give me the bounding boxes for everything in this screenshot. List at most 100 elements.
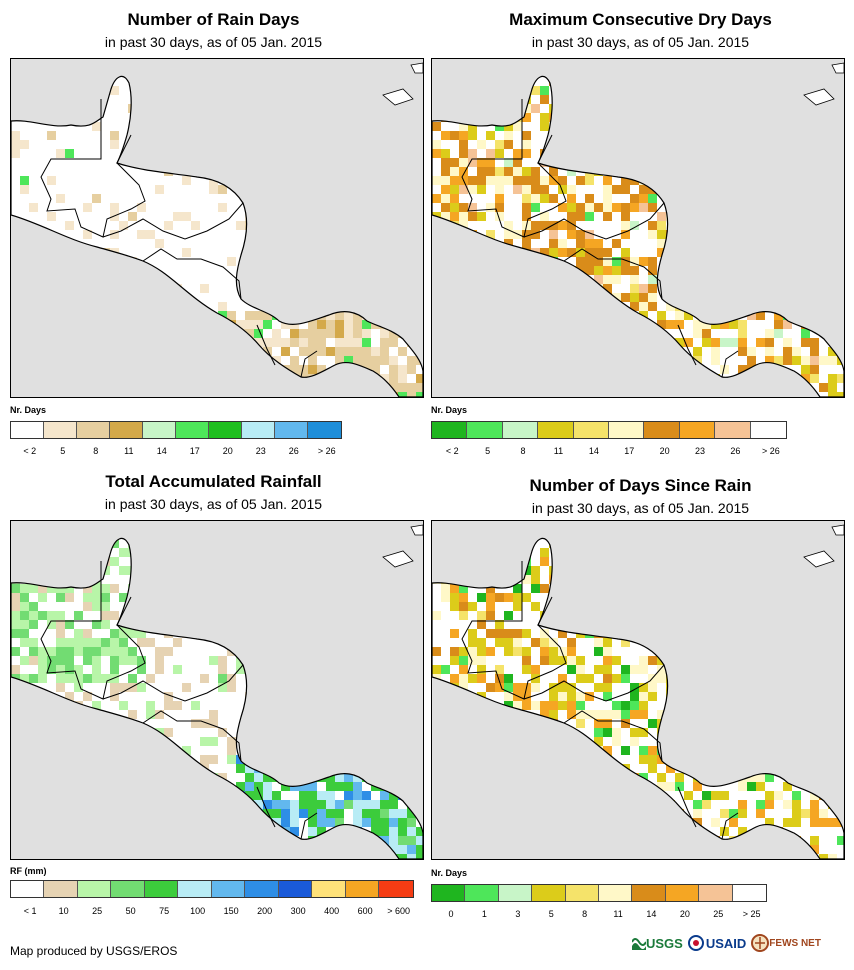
grid-cell <box>486 566 495 575</box>
map-dry-days[interactable] <box>431 58 845 398</box>
grid-cell <box>218 656 227 665</box>
grid-cell <box>146 602 155 611</box>
grid-cell <box>756 86 765 95</box>
grid-cell <box>585 266 594 275</box>
grid-cell <box>398 827 407 836</box>
grid-cell <box>371 773 380 782</box>
grid-cell <box>495 809 504 818</box>
grid-cell <box>299 392 308 397</box>
grid-cell <box>693 836 702 845</box>
grid-cell <box>477 701 486 710</box>
cuba-island-edge <box>831 62 844 74</box>
grid-cell <box>783 392 792 397</box>
grid-cell <box>459 854 468 859</box>
grid-cell <box>441 692 450 701</box>
grid-cell <box>65 665 74 674</box>
grid-cell <box>416 719 423 728</box>
grid-cell <box>398 383 407 392</box>
grid-cell <box>657 674 666 683</box>
grid-cell <box>380 329 389 338</box>
grid-cell <box>720 746 729 755</box>
grid-cell <box>495 845 504 854</box>
grid-cell <box>450 566 459 575</box>
grid-cell <box>828 329 837 338</box>
grid-cell <box>477 77 486 86</box>
grid-cell <box>110 611 119 620</box>
grid-cell <box>765 77 774 86</box>
grid-cell <box>191 701 200 710</box>
grid-cell <box>738 338 747 347</box>
grid-cell <box>774 719 783 728</box>
grid-cell <box>47 665 56 674</box>
grid-cell <box>486 203 495 212</box>
grid-cell <box>245 782 254 791</box>
grid-cell <box>83 629 92 638</box>
grid-cell <box>245 338 254 347</box>
grid-cell <box>693 827 702 836</box>
grid-cell <box>531 221 540 230</box>
grid-cell <box>263 203 272 212</box>
grid-cell <box>317 347 326 356</box>
grid-cell <box>603 818 612 827</box>
grid-cell <box>783 320 792 329</box>
grid-cell <box>200 284 209 293</box>
grid-cell <box>531 845 540 854</box>
grid-cell <box>486 854 495 859</box>
grid-cell <box>684 158 693 167</box>
grid-cell <box>792 266 801 275</box>
grid-cell <box>398 365 407 374</box>
grid-cell <box>567 800 576 809</box>
grid-cell <box>272 755 281 764</box>
grid-cell <box>702 539 711 548</box>
grid-cell <box>173 701 182 710</box>
grid-cell <box>810 176 819 185</box>
grid-cell <box>513 521 522 530</box>
grid-cell <box>756 854 765 859</box>
grid-cell <box>468 365 477 374</box>
legend-bar <box>431 884 767 902</box>
grid-cell <box>272 566 281 575</box>
grid-cell <box>344 239 353 248</box>
grid-cell <box>299 845 308 854</box>
grid-cell <box>594 584 603 593</box>
grid-cell <box>693 710 702 719</box>
grid-cell <box>594 86 603 95</box>
map-rain-days[interactable] <box>10 58 424 398</box>
grid-cell <box>612 392 621 397</box>
country-border <box>102 664 244 702</box>
grid-cell <box>432 809 441 818</box>
grid-cell <box>702 140 711 149</box>
grid-cell <box>792 854 801 859</box>
grid-cell <box>65 620 74 629</box>
grid-cell <box>693 221 702 230</box>
map-days-since-rain[interactable] <box>431 520 845 860</box>
grid-cell <box>335 311 344 320</box>
grid-cell <box>38 593 47 602</box>
grid-cell <box>603 113 612 122</box>
grid-cell <box>432 800 441 809</box>
grid-cell <box>819 539 828 548</box>
legend-tick-label: 600 <box>357 906 373 916</box>
grid-cell <box>477 59 486 68</box>
grid-cell <box>20 836 29 845</box>
grid-cell <box>549 266 558 275</box>
grid-cell <box>164 149 173 158</box>
grid-cell <box>549 248 558 257</box>
grid-cell <box>540 284 549 293</box>
grid-cell <box>486 104 495 113</box>
map-total-rainfall[interactable] <box>10 520 424 860</box>
grid-cell <box>389 818 398 827</box>
grid-cell <box>92 620 101 629</box>
grid-cell <box>101 620 110 629</box>
grid-cell <box>747 629 756 638</box>
grid-cell <box>20 176 29 185</box>
grid-cell <box>155 755 164 764</box>
grid-cell <box>549 656 558 665</box>
grid-cell <box>513 683 522 692</box>
grid-cell <box>335 629 344 638</box>
grid-cell <box>20 521 29 530</box>
grid-cell <box>263 800 272 809</box>
grid-cell <box>567 167 576 176</box>
grid-cell <box>765 266 774 275</box>
grid-cell <box>263 773 272 782</box>
